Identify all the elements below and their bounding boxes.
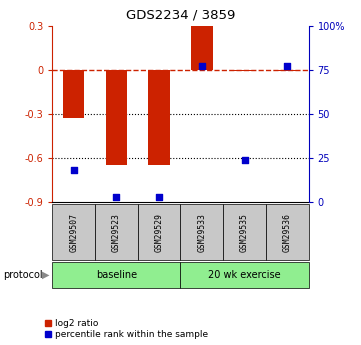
Bar <box>180 262 309 288</box>
Bar <box>52 204 95 260</box>
Text: GDS2234 / 3859: GDS2234 / 3859 <box>126 9 235 22</box>
Point <box>284 63 290 69</box>
Bar <box>234 70 255 71</box>
Legend: log2 ratio, percentile rank within the sample: log2 ratio, percentile rank within the s… <box>44 319 208 339</box>
Bar <box>223 204 266 260</box>
Text: ▶: ▶ <box>42 270 49 280</box>
Bar <box>266 204 309 260</box>
Text: GSM29536: GSM29536 <box>283 213 292 252</box>
Text: GSM29535: GSM29535 <box>240 213 249 252</box>
Text: GSM29523: GSM29523 <box>112 213 121 252</box>
Text: protocol: protocol <box>4 270 43 280</box>
Bar <box>138 204 180 260</box>
Bar <box>95 204 138 260</box>
Point <box>242 157 247 162</box>
Bar <box>180 204 223 260</box>
Bar <box>148 70 170 165</box>
Bar <box>106 70 127 165</box>
Point <box>156 194 162 199</box>
Bar <box>52 262 180 288</box>
Bar <box>191 26 213 70</box>
Point <box>199 63 205 69</box>
Point <box>71 167 77 173</box>
Text: 20 wk exercise: 20 wk exercise <box>208 270 281 280</box>
Bar <box>277 70 298 71</box>
Text: baseline: baseline <box>96 270 137 280</box>
Point <box>113 194 119 199</box>
Text: GSM29529: GSM29529 <box>155 213 164 252</box>
Text: GSM29507: GSM29507 <box>69 213 78 252</box>
Text: GSM29533: GSM29533 <box>197 213 206 252</box>
Bar <box>63 70 84 118</box>
